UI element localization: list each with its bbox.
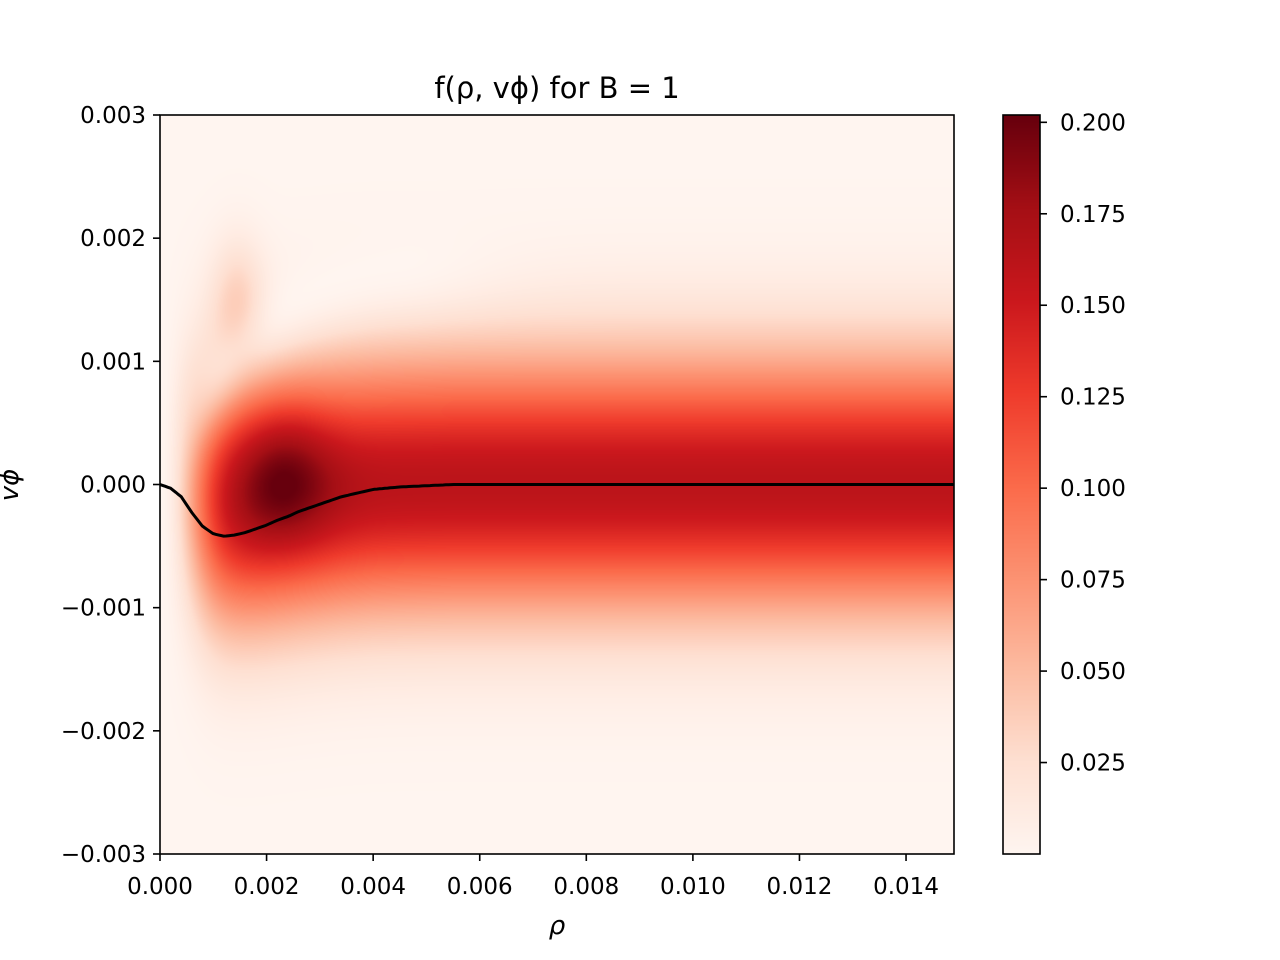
colorbar-tick-label: 0.025 [1060, 751, 1126, 777]
x-axis-label: ρ [549, 911, 566, 941]
colorbar-tick-label: 0.075 [1060, 568, 1126, 594]
colorbar-tick-label: 0.150 [1060, 293, 1126, 319]
x-tick-label: 0.004 [340, 874, 406, 900]
x-tick-label: 0.000 [127, 874, 193, 900]
colorbar-tick-label: 0.100 [1060, 476, 1126, 502]
y-tick-label: 0.001 [80, 349, 146, 375]
y-tick-label: −0.002 [61, 719, 146, 745]
x-tick-label: 0.010 [660, 874, 726, 900]
x-tick-label: 0.014 [873, 874, 939, 900]
colorbar-frame [1002, 114, 1041, 855]
x-tick-label: 0.008 [553, 874, 619, 900]
y-tick-label: 0.002 [80, 226, 146, 252]
chart-title: f(ρ, vϕ) for B = 1 [434, 71, 679, 105]
colorbar-tick-label: 0.125 [1060, 385, 1126, 411]
x-tick-label: 0.006 [447, 874, 513, 900]
y-tick-label: 0.003 [80, 103, 146, 129]
y-tick-label: −0.001 [61, 596, 146, 622]
colorbar-tick-label: 0.050 [1060, 659, 1126, 685]
colorbar-gradient [1003, 115, 1040, 854]
mean-velocity-curve [159, 483, 954, 538]
y-tick-label: 0.000 [80, 473, 146, 499]
plot-area [159, 114, 955, 855]
y-axis-label: vϕ [0, 469, 25, 502]
x-tick-label: 0.012 [767, 874, 833, 900]
colorbar: 0.025 0.050 0.075 0.100 0.125 0.150 0.175 0.200 [1002, 110, 1126, 855]
colorbar-ticks: 0.025 0.050 0.075 0.100 0.125 0.150 0.175 0.200 [1040, 110, 1126, 777]
colorbar-tick-label: 0.200 [1060, 110, 1126, 136]
y-axis: −0.003 −0.002 −0.001 0.000 0.001 0.002 0.003 [61, 103, 160, 868]
y-tick-label: −0.003 [61, 842, 146, 868]
x-tick-label: 0.002 [234, 874, 300, 900]
x-axis: 0.000 0.002 0.004 0.006 0.008 0.010 0.012 0.014 [127, 854, 939, 900]
colorbar-tick-label: 0.175 [1060, 202, 1126, 228]
